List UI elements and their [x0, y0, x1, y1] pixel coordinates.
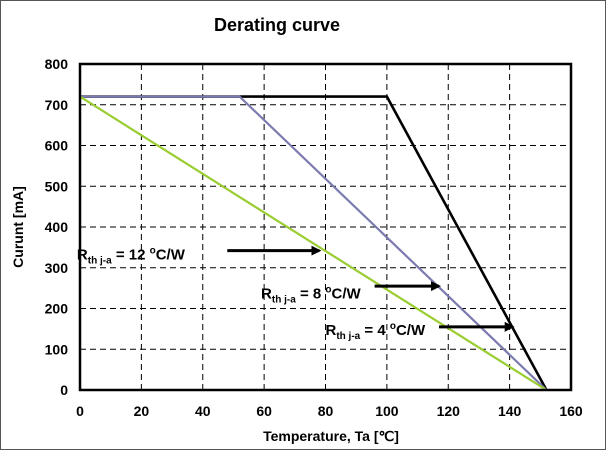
x-tick-label: 60	[256, 403, 272, 419]
annotations: Rth j-a = 12 oC/W Rth j-a = 8 oC/W Rth j-a…	[77, 246, 515, 342]
y-tick-label: 800	[45, 56, 69, 72]
x-tick-label: 80	[318, 403, 334, 419]
annotation-r12: Rth j-a = 12 oC/W	[77, 246, 186, 267]
y-tick-label: 0	[60, 382, 68, 398]
y-ticks: 0 100 200 300 400 500 600 700 800	[45, 56, 69, 398]
x-axis-label: Temperature, Ta [℃]	[263, 428, 399, 444]
x-tick-label: 40	[195, 403, 211, 419]
y-axis-label: Curunt [mA]	[10, 186, 26, 268]
plot-border	[78, 62, 573, 392]
x-tick-label: 140	[498, 403, 522, 419]
chart-title: Derating curve	[214, 15, 340, 35]
series-line-r12	[79, 95, 548, 391]
y-tick-label: 300	[45, 260, 69, 276]
y-tick-label: 400	[45, 219, 69, 235]
annotation-r4: Rth j-a = 4 oC/W	[326, 321, 426, 342]
y-tick-label: 600	[45, 138, 69, 154]
y-tick-label: 200	[45, 301, 69, 317]
series-line-r8	[80, 95, 548, 391]
x-tick-label: 120	[437, 403, 461, 419]
grid	[80, 64, 571, 390]
x-ticks: 0 20 40 60 80 100 120 140 160	[76, 403, 583, 419]
y-tick-label: 700	[45, 97, 69, 113]
series-group	[79, 95, 548, 391]
y-tick-label: 500	[45, 178, 69, 194]
annotation-r8: Rth j-a = 8 oC/W	[261, 284, 361, 305]
y-tick-label: 100	[45, 341, 69, 357]
x-tick-label: 20	[134, 403, 150, 419]
x-tick-label: 160	[559, 403, 583, 419]
x-tick-label: 0	[76, 403, 84, 419]
x-tick-label: 100	[375, 403, 399, 419]
